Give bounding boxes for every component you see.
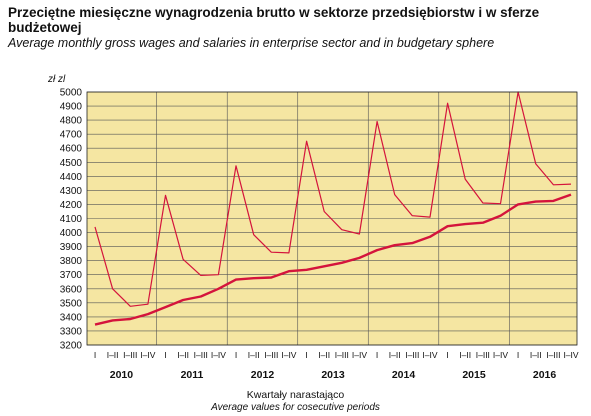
series-line — [94, 91, 572, 307]
x-tick-label: I–II — [530, 350, 542, 360]
y-tick-label: 4600 — [60, 144, 83, 155]
x-tick-label: I–II — [248, 350, 260, 360]
y-tick-label: 4000 — [60, 228, 83, 239]
x-tick-label: I–II — [107, 350, 119, 360]
y-tick-label: 4700 — [60, 130, 83, 141]
y-tick-label: 3800 — [60, 256, 83, 267]
x-tick-label: I — [517, 350, 519, 360]
year-label: 2012 — [251, 369, 275, 381]
y-tick-label: 4900 — [60, 102, 83, 113]
x-tick-label: I–III — [335, 350, 349, 360]
y-tick-label: 4400 — [60, 172, 83, 183]
plot-border — [86, 91, 578, 346]
x-tick-label: I–III — [194, 350, 208, 360]
y-tick-label: 5000 — [60, 88, 83, 99]
x-axis-label-polish: Kwartały narastająco — [246, 389, 345, 401]
x-tick-label: I — [164, 350, 166, 360]
x-tick-label: I–II — [177, 350, 189, 360]
y-tick-label: 4200 — [60, 200, 83, 211]
chart-title-english: Average monthly gross wages and salaries… — [8, 36, 495, 50]
y-tick-label: 3700 — [60, 270, 83, 281]
y-tick-label: 3600 — [60, 284, 83, 295]
x-tick-label: I — [305, 350, 307, 360]
x-tick-label: I — [446, 350, 448, 360]
x-axis-ticks: I I–II I–III I–IV I I–II I–III I–IV I I–II I–III I–… — [94, 350, 579, 381]
x-tick-label: I–III — [546, 350, 560, 360]
x-tick-label: I–III — [405, 350, 419, 360]
x-tick-label: I–IV — [352, 350, 367, 360]
y-tick-label: 4500 — [60, 158, 83, 169]
x-tick-label: I–IV — [563, 350, 578, 360]
y-tick-label: 3900 — [60, 242, 83, 253]
x-tick-label: I–III — [264, 350, 278, 360]
x-tick-label: I–IV — [140, 350, 155, 360]
year-label: 2010 — [110, 369, 134, 381]
x-tick-label: I — [376, 350, 378, 360]
x-axis-label-english: Average values for cosecutive periods — [211, 402, 380, 413]
y-axis-unit: zł zl — [48, 74, 66, 85]
x-tick-label: I–IV — [281, 350, 296, 360]
year-label: 2013 — [321, 369, 345, 381]
y-tick-label: 4300 — [60, 186, 83, 197]
x-tick-label: I — [94, 350, 96, 360]
series-line — [94, 193, 572, 326]
gridlines — [87, 91, 577, 346]
x-tick-label: I–II — [318, 350, 330, 360]
y-tick-label: 3300 — [60, 326, 83, 337]
y-tick-label: 3500 — [60, 298, 83, 309]
x-tick-label: I–IV — [493, 350, 508, 360]
x-tick-label: I — [235, 350, 237, 360]
chart-title-polish: Przeciętne miesięczne wynagrodzenia brut… — [8, 5, 540, 35]
series-lines — [94, 91, 572, 326]
x-tick-label: I–IV — [422, 350, 437, 360]
year-label: 2011 — [181, 369, 204, 381]
y-tick-label: 3400 — [60, 312, 83, 323]
y-tick-label: 4800 — [60, 116, 83, 127]
x-tick-label: I–III — [476, 350, 490, 360]
x-tick-label: I–II — [389, 350, 401, 360]
year-label: 2015 — [462, 369, 486, 381]
x-tick-label: I–III — [123, 350, 137, 360]
x-tick-label: I–IV — [211, 350, 226, 360]
y-axis-ticks: 3200 3300 3400 3500 3600 3700 3800 3900 4000 4100… — [60, 88, 83, 352]
year-label: 2014 — [392, 369, 416, 381]
year-label: 2016 — [533, 369, 557, 381]
y-tick-label: 3200 — [60, 341, 83, 352]
x-tick-label: I–II — [459, 350, 471, 360]
y-tick-label: 4100 — [60, 214, 83, 225]
